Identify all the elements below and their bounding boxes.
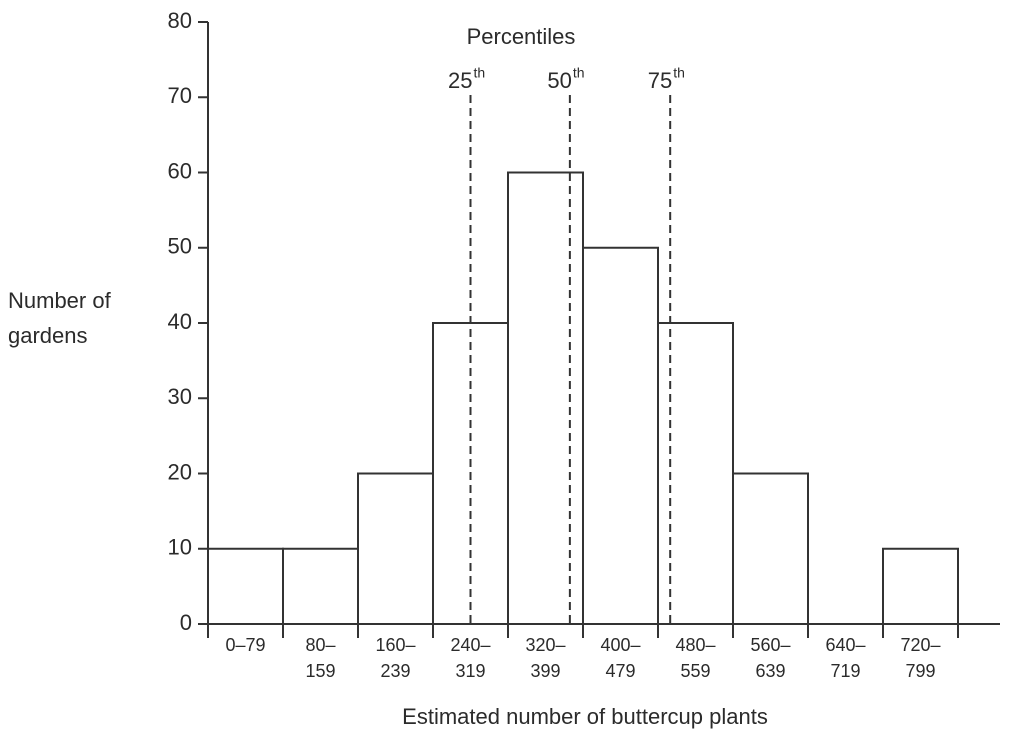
bar — [357, 472, 434, 625]
x-tick-label: 480– — [675, 635, 715, 655]
bar — [732, 472, 809, 625]
x-tick-label: 479 — [605, 661, 635, 681]
x-tick-label: 399 — [530, 661, 560, 681]
bar — [882, 547, 959, 625]
x-tick-label: 319 — [455, 661, 485, 681]
x-tick-label: 559 — [680, 661, 710, 681]
y-tick-label: 60 — [168, 158, 192, 183]
percentile-suffix: th — [673, 65, 685, 81]
x-tick-label: 560– — [750, 635, 790, 655]
y-tick-label: 50 — [168, 234, 192, 259]
y-axis-label: Number of — [8, 288, 112, 313]
x-tick-label: 720– — [900, 635, 940, 655]
y-axis-label: gardens — [8, 323, 88, 348]
bar — [282, 547, 359, 625]
y-tick-label: 20 — [168, 459, 192, 484]
y-tick-label: 0 — [180, 610, 192, 635]
bar — [507, 171, 584, 625]
x-tick-label: 639 — [755, 661, 785, 681]
x-tick-label: 160– — [375, 635, 415, 655]
y-tick-label: 10 — [168, 535, 192, 560]
x-tick-label: 239 — [380, 661, 410, 681]
percentile-suffix: th — [474, 65, 486, 81]
percentile-label: 50 — [547, 68, 571, 93]
x-tick-label: 719 — [830, 661, 860, 681]
x-tick-label: 159 — [305, 661, 335, 681]
bar — [207, 547, 284, 625]
bar — [582, 246, 659, 625]
percentile-suffix: th — [573, 65, 585, 81]
y-tick-label: 80 — [168, 8, 192, 33]
x-tick-label: 320– — [525, 635, 565, 655]
x-axis-label: Estimated number of buttercup plants — [402, 704, 768, 729]
x-tick-label: 240– — [450, 635, 490, 655]
y-tick-label: 30 — [168, 384, 192, 409]
y-tick-label: 70 — [168, 83, 192, 108]
x-tick-label: 799 — [905, 661, 935, 681]
x-tick-label: 0–79 — [225, 635, 265, 655]
percentile-title: Percentiles — [467, 24, 576, 49]
percentile-label: 75 — [648, 68, 672, 93]
x-tick-label: 640– — [825, 635, 865, 655]
x-tick-label: 80– — [305, 635, 335, 655]
x-tick-label: 400– — [600, 635, 640, 655]
y-tick-label: 40 — [168, 309, 192, 334]
percentile-label: 25 — [448, 68, 472, 93]
